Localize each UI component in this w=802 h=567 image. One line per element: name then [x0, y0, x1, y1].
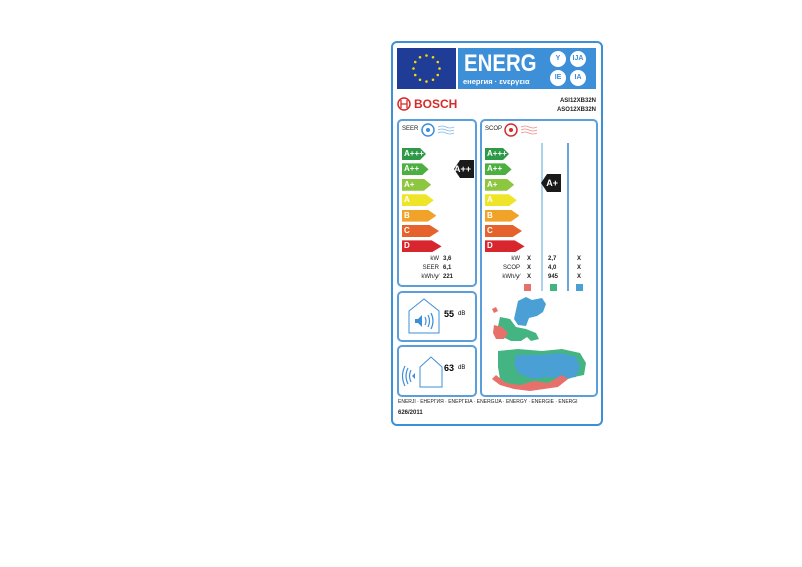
energy-class-arrow: A++	[485, 163, 512, 176]
seer-value: 6,1	[443, 265, 452, 271]
lang-circle: IA	[570, 70, 586, 86]
energy-class-arrow: C	[485, 225, 522, 237]
eu-star	[436, 73, 440, 77]
eu-star	[431, 78, 435, 82]
eu-star	[438, 67, 441, 70]
lang-circle: Y	[550, 51, 566, 67]
climate-zone-swatch	[524, 284, 531, 291]
energy-class-arrow: A	[402, 194, 434, 207]
eu-star	[418, 55, 422, 59]
energy-banner: ENERG енергия · ενεργεια Y IJA IE IA	[458, 48, 596, 89]
bosch-logo-icon	[397, 97, 411, 111]
indoor-speaker-house-icon	[408, 298, 440, 334]
scop-value: X	[577, 256, 582, 262]
seer-label: kW	[430, 256, 439, 262]
eu-star	[436, 60, 440, 64]
energy-class-arrow: A+	[402, 178, 432, 191]
eu-star	[425, 80, 428, 83]
zone-divider	[567, 143, 569, 291]
noise-unit: dB	[458, 311, 466, 317]
energy-subtitle: енергия · ενεργεια	[463, 77, 530, 86]
noise-unit: dB	[458, 365, 466, 371]
scop-value: 2,7	[548, 256, 557, 262]
eu-star	[431, 55, 435, 59]
scop-label: SCOP	[502, 265, 520, 271]
scop-value: 945	[548, 274, 559, 280]
climate-zone-map	[492, 297, 586, 391]
eu-star	[412, 67, 415, 70]
energy-class-arrow: D	[485, 240, 525, 253]
scop-value: X	[577, 265, 582, 271]
scop-value: X	[527, 265, 532, 271]
energy-class-arrow: A++	[402, 163, 429, 176]
seer-panel: SEER A+++ A++ A+ A B C D A++ kW 3,6 SEER 6,1 kWh…	[397, 119, 477, 287]
energy-class-arrow: B	[485, 209, 520, 222]
climate-zone-swatch	[550, 284, 557, 291]
model-indoor: ASI12XB32N	[559, 98, 596, 104]
energy-class-arrow: A	[485, 194, 517, 207]
energy-class-arrow: D	[402, 240, 442, 253]
eu-stars-icon	[412, 54, 441, 83]
energy-label	[391, 41, 603, 426]
scop-value: X	[577, 274, 582, 280]
energy-class-arrow: C	[402, 225, 439, 237]
seer-rating-indicator: A++	[454, 160, 474, 178]
regulation-number: 626/2011	[398, 410, 423, 416]
climate-zone-swatch	[576, 284, 583, 291]
lang-circle: IJA	[570, 51, 586, 67]
scop-title: SCOP	[485, 126, 503, 132]
seer-label: SEER	[422, 265, 439, 271]
scop-value: 4,0	[548, 265, 557, 271]
cooling-fan-icon	[421, 123, 455, 137]
eu-star	[413, 60, 417, 64]
seer-value: 3,6	[443, 256, 452, 262]
eu-star	[425, 54, 428, 57]
seer-label: kWh/y⁄	[421, 274, 439, 280]
indoor-noise-value: 55	[444, 309, 455, 319]
seer-value: 221	[443, 274, 454, 280]
model-outdoor: ASO12XB32N	[556, 107, 596, 113]
brand-name: BOSCH	[414, 97, 458, 111]
indoor-noise-panel: 55 dB	[397, 291, 477, 342]
eu-flag	[397, 48, 456, 89]
energy-class-arrow: A+	[485, 178, 515, 191]
energy-word: ENERG	[464, 50, 537, 77]
heating-fan-icon	[504, 123, 538, 137]
outdoor-speaker-house-icon	[402, 356, 443, 388]
energy-class-arrow: A+++	[402, 148, 426, 160]
scop-value: X	[527, 274, 532, 280]
outdoor-noise-panel: 63 dB	[397, 345, 477, 397]
energy-class-arrow: A+++	[485, 148, 509, 160]
energy-class-arrow: B	[402, 209, 437, 222]
outdoor-noise-value: 63	[444, 363, 455, 373]
eu-star	[413, 73, 417, 77]
scop-value: X	[527, 256, 532, 262]
scop-label: kWh/y⁄	[502, 274, 520, 280]
scop-rating-indicator: A+	[541, 174, 561, 192]
scop-label: kW	[511, 256, 520, 262]
footer-languages: ENERJI · ЕНЕРГИЯ · ΕΝΕΡΓΕΙΑ · ENERGIJA ·…	[398, 399, 578, 405]
seer-title: SEER	[402, 126, 419, 132]
eu-star	[418, 78, 422, 82]
zone-divider	[541, 143, 543, 291]
lang-circle: IE	[550, 70, 566, 86]
